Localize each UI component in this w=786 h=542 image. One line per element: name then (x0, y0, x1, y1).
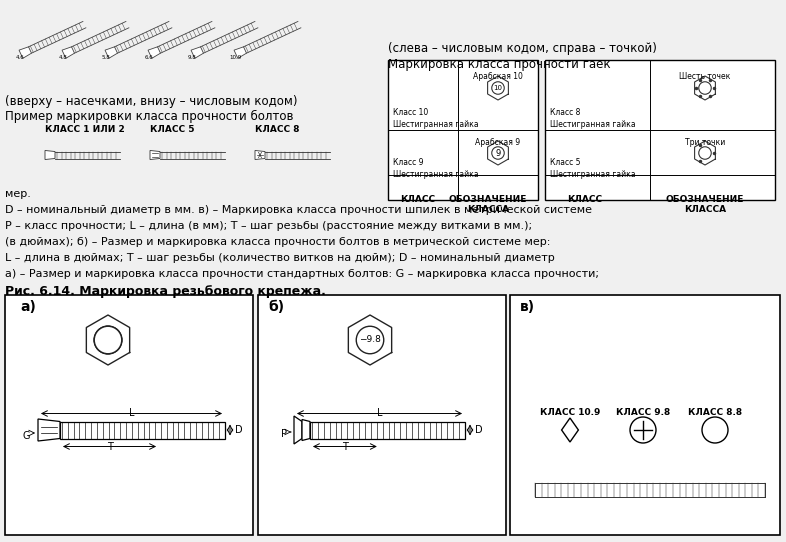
Text: D: D (475, 425, 483, 435)
Text: КЛАСС 8.8: КЛАСС 8.8 (688, 408, 742, 417)
Circle shape (630, 417, 656, 443)
Text: Три точки: Три точки (685, 138, 725, 147)
Polygon shape (19, 47, 31, 59)
Text: Арабская 9: Арабская 9 (476, 138, 520, 147)
Text: КЛАСС 8: КЛАСС 8 (255, 125, 299, 134)
Polygon shape (62, 47, 75, 59)
Text: КЛАСС 5: КЛАСС 5 (150, 125, 194, 134)
Text: 10: 10 (494, 85, 502, 91)
Polygon shape (150, 151, 160, 159)
Text: КЛАСС 10.9: КЛАСС 10.9 (540, 408, 601, 417)
Text: КЛАСС: КЛАСС (400, 195, 435, 204)
FancyBboxPatch shape (258, 295, 506, 535)
Polygon shape (562, 418, 578, 442)
Text: Р – класс прочности; L – длина (в мм); Т – шаг резьбы (расстояние между витками : Р – класс прочности; L – длина (в мм); Т… (5, 221, 532, 231)
Polygon shape (191, 47, 204, 59)
FancyBboxPatch shape (5, 295, 253, 535)
Text: G: G (22, 431, 30, 441)
Text: L: L (129, 408, 134, 417)
Circle shape (94, 326, 122, 354)
Text: Шестигранная гайка: Шестигранная гайка (393, 120, 479, 129)
Text: Шестигранная гайка: Шестигранная гайка (550, 120, 636, 129)
Text: P: P (281, 429, 287, 439)
Text: 4.6: 4.6 (16, 55, 25, 60)
Text: Шестигранная гайка: Шестигранная гайка (393, 170, 479, 179)
Text: 9: 9 (495, 149, 501, 158)
Text: (в дюймах); б) – Размер и маркировка класса прочности болтов в метрической систе: (в дюймах); б) – Размер и маркировка кла… (5, 237, 550, 247)
Circle shape (94, 326, 122, 354)
Text: КЛАСС 1 ИЛИ 2: КЛАСС 1 ИЛИ 2 (45, 125, 125, 134)
Text: 5.8: 5.8 (102, 55, 111, 60)
Circle shape (356, 326, 384, 354)
Text: 9.8: 9.8 (188, 55, 196, 60)
FancyBboxPatch shape (60, 422, 225, 438)
Text: Класс 10: Класс 10 (393, 108, 428, 117)
Text: ОБОЗНАЧЕНИЕ
КЛАССА: ОБОЗНАЧЕНИЕ КЛАССА (449, 195, 527, 215)
Text: (слева – числовым кодом, справа – точкой): (слева – числовым кодом, справа – точкой… (388, 42, 657, 55)
Circle shape (702, 417, 728, 443)
Polygon shape (234, 47, 247, 59)
Text: Класс 9: Класс 9 (393, 158, 424, 167)
Text: Класс 5: Класс 5 (550, 158, 581, 167)
Polygon shape (45, 151, 55, 159)
Text: Маркировка класса прочности гаек: Маркировка класса прочности гаек (388, 58, 611, 71)
Text: а) – Размер и маркировка класса прочности стандартных болтов: G – маркировка кла: а) – Размер и маркировка класса прочност… (5, 269, 599, 279)
Text: D: D (235, 425, 243, 435)
Text: T: T (107, 442, 112, 451)
Polygon shape (38, 419, 60, 441)
Text: T: T (342, 442, 348, 451)
Polygon shape (148, 47, 160, 59)
Text: Арабская 10: Арабская 10 (473, 72, 523, 81)
Text: 4.8: 4.8 (59, 55, 68, 60)
Text: D – номинальный диаметр в мм. в) – Маркировка класса прочности шпилек в метричес: D – номинальный диаметр в мм. в) – Марки… (5, 205, 592, 215)
Text: Шестигранная гайка: Шестигранная гайка (550, 170, 636, 179)
Text: а): а) (20, 300, 36, 314)
Text: КЛАСС: КЛАСС (567, 195, 603, 204)
Text: в): в) (520, 300, 535, 314)
Text: (вверху – насечками, внизу – числовым кодом): (вверху – насечками, внизу – числовым ко… (5, 95, 297, 108)
Text: Класс 8: Класс 8 (550, 108, 580, 117)
Circle shape (699, 147, 711, 159)
Text: Пример маркировки класса прочности болтов: Пример маркировки класса прочности болто… (5, 110, 293, 123)
Circle shape (699, 82, 711, 94)
Circle shape (492, 82, 505, 94)
Text: L – длина в дюймах; Т – шаг резьбы (количество витков на дюйм); D – номинальный : L – длина в дюймах; Т – шаг резьбы (коли… (5, 253, 555, 263)
Polygon shape (255, 151, 265, 159)
Polygon shape (294, 416, 302, 444)
FancyBboxPatch shape (510, 295, 780, 535)
Text: КЛАСС 9.8: КЛАСС 9.8 (616, 408, 670, 417)
Text: 6.6: 6.6 (145, 55, 154, 60)
Polygon shape (302, 420, 310, 441)
Text: б): б) (268, 300, 284, 314)
Polygon shape (105, 47, 117, 59)
Text: −9.8: −9.8 (359, 335, 381, 345)
Text: мер.: мер. (5, 189, 31, 199)
Text: 10.9: 10.9 (230, 55, 241, 60)
Text: ОБОЗНАЧЕНИЕ
КЛАССА: ОБОЗНАЧЕНИЕ КЛАССА (666, 195, 744, 215)
Circle shape (492, 147, 505, 159)
Text: Рис. 6.14. Маркировка резьбового крепежа.: Рис. 6.14. Маркировка резьбового крепежа… (5, 285, 326, 298)
Text: L: L (376, 408, 382, 417)
FancyBboxPatch shape (310, 422, 465, 438)
Text: Шесть точек: Шесть точек (679, 72, 731, 81)
FancyBboxPatch shape (388, 60, 538, 200)
FancyBboxPatch shape (545, 60, 775, 200)
